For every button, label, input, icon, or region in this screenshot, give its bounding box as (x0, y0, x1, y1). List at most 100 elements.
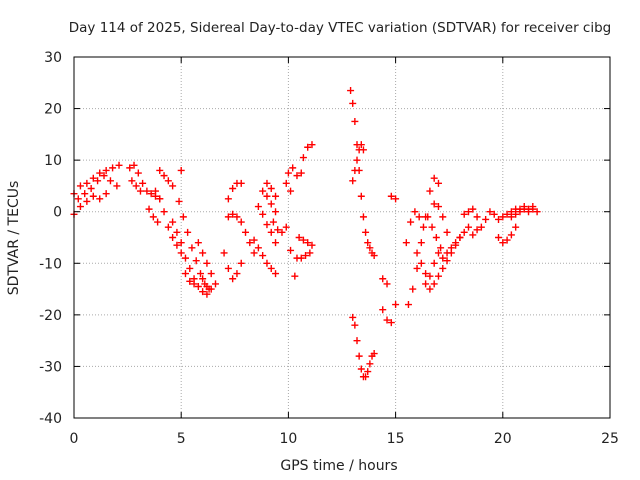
series-arc-15 (220, 249, 245, 283)
chart-title: Day 114 of 2025, Sidereal Day-to-day VTE… (69, 20, 612, 36)
x-tick-label: 15 (387, 431, 405, 447)
data-point (272, 270, 280, 278)
data-point (308, 241, 316, 249)
data-point (404, 301, 412, 309)
data-point (392, 195, 400, 203)
data-point (364, 239, 372, 247)
data-point (291, 272, 299, 280)
data-point (203, 259, 211, 267)
data-point (126, 164, 134, 172)
data-point (149, 213, 157, 221)
data-point (102, 190, 110, 198)
data-point (212, 280, 220, 288)
data-point (424, 213, 432, 221)
data-point (422, 280, 430, 288)
series-arc-41 (430, 200, 451, 236)
data-point (434, 203, 442, 211)
series-arc-22 (263, 179, 280, 200)
data-point (306, 249, 314, 257)
x-tick-label: 5 (177, 431, 186, 447)
series-arc-25 (287, 246, 299, 280)
series-arc-06 (156, 166, 177, 190)
data-point (392, 301, 400, 309)
plot-frame (73, 56, 611, 419)
series-arc-34 (379, 301, 400, 327)
data-point (272, 192, 280, 200)
data-point (254, 203, 262, 211)
data-point (359, 213, 367, 221)
data-point (263, 179, 271, 187)
series-arc-27 (295, 234, 316, 249)
series-arc-43 (460, 205, 481, 221)
data-point (250, 236, 258, 244)
series-arc-13 (181, 270, 198, 288)
data-point (308, 141, 316, 149)
data-point (242, 228, 250, 236)
data-point (237, 179, 245, 187)
data-point (499, 239, 507, 247)
data-point (428, 223, 436, 231)
data-point (499, 213, 507, 221)
data-point (96, 169, 104, 177)
data-point (495, 234, 503, 241)
data-point (533, 208, 541, 216)
data-point (136, 187, 144, 195)
data-point (486, 208, 494, 216)
data-point (426, 272, 434, 280)
series-arc-33 (379, 275, 391, 288)
data-point (196, 270, 204, 278)
data-point (128, 177, 136, 185)
series-arc-17 (224, 179, 245, 203)
data-point (94, 177, 102, 185)
data-point (503, 236, 511, 244)
data-point (430, 200, 438, 208)
series-arc-39 (424, 213, 445, 252)
data-point (102, 166, 110, 174)
data-point (134, 169, 142, 177)
data-point (426, 187, 434, 195)
data-point (267, 228, 275, 236)
series-arc-42 (439, 223, 472, 262)
data-point (295, 234, 303, 241)
data-point (357, 365, 365, 373)
series-arc-31 (349, 141, 367, 185)
y-tick-label: 0 (53, 205, 62, 221)
x-axis-ticks: 0 5 10 15 20 25 (70, 57, 619, 447)
data-point (443, 257, 451, 265)
data-point (349, 177, 357, 185)
data-point (190, 280, 198, 288)
data-point (113, 182, 121, 190)
data-point (164, 177, 172, 185)
data-point (160, 208, 168, 216)
data-point (177, 249, 185, 257)
data-point (194, 282, 202, 290)
data-point (349, 313, 357, 321)
data-point (100, 172, 108, 180)
y-axis-label: SDTVAR / TECUs (6, 181, 22, 296)
data-point (274, 226, 282, 234)
data-point (169, 218, 177, 226)
data-point (299, 154, 307, 162)
data-point (364, 368, 372, 376)
series-arc-29 (293, 169, 305, 180)
data-point (147, 190, 155, 198)
data-point (87, 185, 95, 193)
data-point (351, 117, 359, 125)
data-point (250, 249, 258, 257)
series-arc-21 (269, 218, 290, 236)
x-axis-label: GPS time / hours (280, 458, 397, 474)
data-markers (70, 87, 541, 381)
data-point (156, 195, 164, 203)
data-point (434, 272, 442, 280)
data-point (282, 179, 290, 187)
data-point (304, 143, 312, 151)
data-point (233, 213, 241, 221)
data-point (272, 239, 280, 247)
data-point (439, 213, 447, 221)
data-point (366, 244, 374, 252)
series-arc-16 (224, 210, 258, 257)
series-arc-03 (74, 172, 121, 203)
data-point (443, 228, 451, 236)
data-point (426, 285, 434, 293)
